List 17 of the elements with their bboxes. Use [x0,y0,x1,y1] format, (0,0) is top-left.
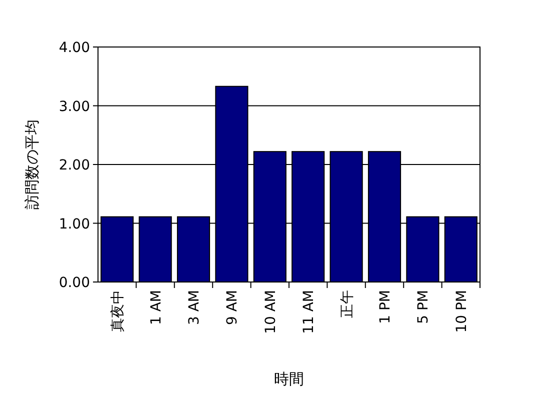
y-axis-title: 訪問数の平均 [23,120,41,210]
x-tick-label: 9 AM [224,290,241,326]
x-tick-label: 10 AM [262,290,279,334]
y-tick-label: 2.00 [58,158,90,174]
x-tick-label: 5 PM [416,290,432,324]
x-tick-label: 11 AM [301,290,318,334]
x-tick-label: 正午 [339,290,356,318]
x-axis-title: 時間 [274,370,304,388]
y-tick-label: 4.00 [58,40,90,56]
y-tick-label: 1.00 [58,216,90,232]
x-tick-label: 1 AM [148,290,164,326]
x-tick-label: 10 PM [454,290,470,333]
y-tick-label: 0.00 [58,275,90,291]
x-tick-label: 真夜中 [110,290,126,332]
x-tick-label: 1 PM [378,290,394,324]
x-tick-label: 3 AM [186,290,202,326]
y-tick-label: 3.00 [58,98,90,115]
